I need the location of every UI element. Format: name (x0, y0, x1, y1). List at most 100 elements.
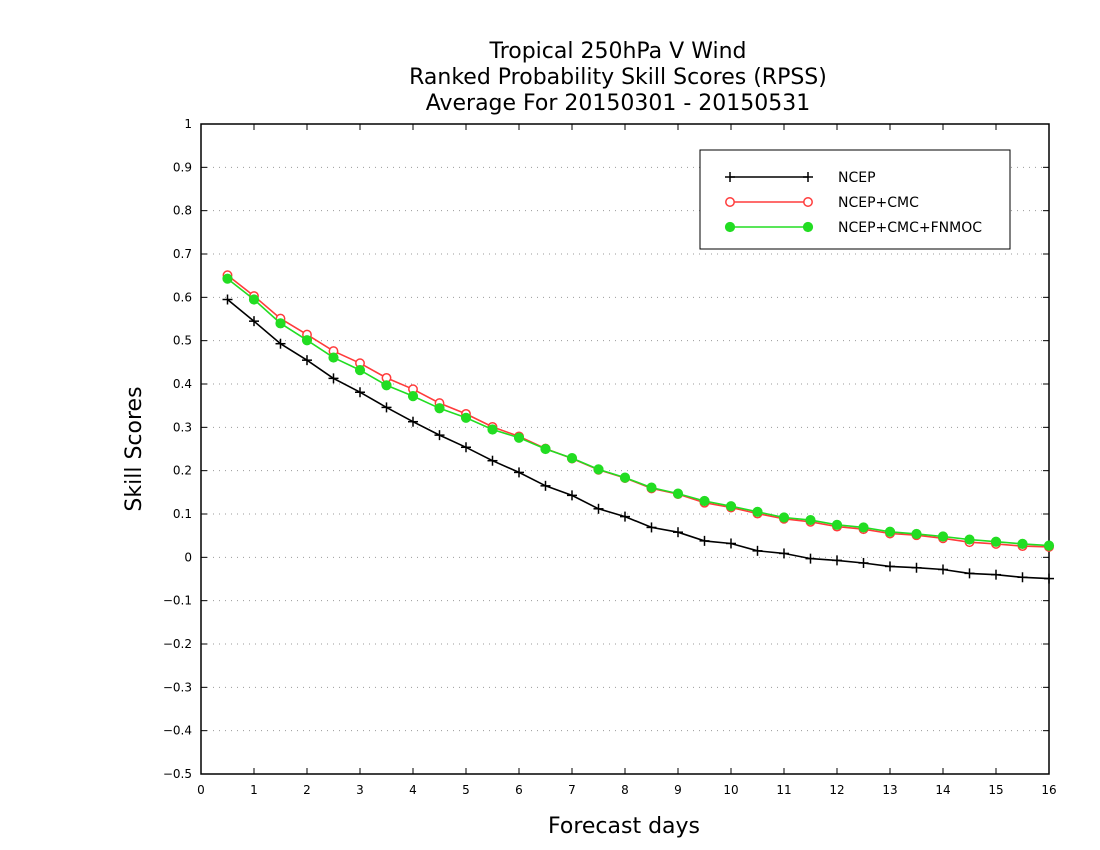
y-tick-label: 0.2 (173, 464, 192, 478)
data-point-ncep (461, 442, 471, 453)
series-layer (222, 270, 1055, 584)
legend-marker (803, 172, 813, 182)
legend-marker (724, 221, 736, 233)
x-tick-label: 3 (356, 783, 364, 797)
x-tick-label: 5 (462, 783, 470, 797)
data-point-ncep (673, 527, 683, 538)
data-point-ncep-cmc-fnmoc (805, 514, 816, 526)
series-line-ncep-cmc-fnmoc (227, 278, 1050, 547)
data-point-ncep-cmc-fnmoc (275, 318, 286, 329)
data-point-ncep-cmc-fnmoc (911, 528, 922, 540)
data-point-ncep (222, 294, 233, 305)
x-tick-label: 13 (882, 783, 897, 797)
x-tick-label: 8 (621, 783, 629, 797)
legend-label: NCEP+CMC (838, 195, 919, 211)
x-axis-ticks: 0 1 2 3 4 5 6 7 8 9 10 11 12 13 14 15 16 (197, 124, 1057, 797)
data-point-ncep-cmc-fnmoc (990, 536, 1002, 547)
data-point-ncep (328, 373, 339, 384)
data-point-ncep (514, 467, 524, 478)
legend-marker (725, 172, 735, 182)
y-tick-label: −0.4 (163, 724, 192, 738)
data-point-ncep-cmc-fnmoc (328, 352, 339, 363)
data-point-ncep (832, 555, 842, 566)
legend-marker (802, 221, 814, 233)
x-tick-label: 12 (829, 783, 844, 797)
x-tick-label: 2 (303, 783, 311, 797)
data-point-ncep-cmc-fnmoc (407, 391, 419, 402)
data-point-ncep (434, 430, 445, 441)
y-tick-label: 1 (184, 117, 192, 131)
data-point-ncep (646, 522, 657, 533)
data-point-ncep (355, 387, 365, 398)
data-point-ncep (726, 538, 736, 549)
x-tick-label: 16 (1041, 783, 1056, 797)
data-point-ncep (302, 355, 312, 366)
data-point-ncep-cmc-fnmoc (699, 495, 710, 507)
x-tick-label: 4 (409, 783, 417, 797)
y-axis-title: Skill Scores (122, 386, 147, 511)
data-point-ncep-cmc-fnmoc (434, 403, 445, 414)
x-axis-title: Forecast days (548, 814, 700, 839)
y-tick-label: 0.3 (173, 420, 192, 434)
y-tick-label: 0.9 (173, 160, 192, 174)
data-point-ncep (938, 564, 948, 575)
data-point-ncep (1044, 573, 1054, 584)
x-tick-label: 9 (674, 783, 682, 797)
y-tick-label: 0.5 (173, 334, 192, 348)
x-tick-label: 6 (515, 783, 523, 797)
data-point-ncep (487, 455, 498, 466)
series-ncep-cmc (222, 270, 1054, 552)
data-point-ncep-cmc-fnmoc (381, 380, 392, 391)
series-ncep-cmc-fnmoc (222, 273, 1055, 551)
data-point-ncep-cmc-fnmoc (858, 522, 869, 533)
data-point-ncep-cmc-fnmoc (937, 531, 949, 542)
data-point-ncep-cmc-fnmoc (354, 365, 366, 376)
legend-label: NCEP+CMC+FNMOC (838, 220, 982, 236)
data-point-ncep (858, 557, 869, 568)
data-point-ncep-cmc-fnmoc (222, 273, 233, 284)
data-point-ncep (275, 338, 286, 349)
y-tick-label: 0.7 (173, 247, 192, 261)
data-point-ncep (699, 535, 710, 546)
data-point-ncep (540, 480, 551, 491)
data-point-ncep (593, 503, 604, 514)
data-point-ncep (991, 569, 1001, 580)
data-point-ncep (408, 416, 418, 427)
data-point-ncep (752, 545, 763, 556)
data-point-ncep-cmc-fnmoc (646, 482, 657, 493)
data-point-ncep (885, 561, 895, 572)
y-tick-label: −0.5 (163, 767, 192, 781)
data-point-ncep-cmc-fnmoc (778, 512, 790, 523)
data-point-ncep-cmc-fnmoc (566, 453, 578, 464)
data-point-ncep-cmc-fnmoc (460, 412, 472, 423)
legend-item-ncep-cmc: NCEP+CMC (725, 195, 919, 211)
data-point-ncep-cmc-fnmoc (487, 424, 498, 435)
data-point-ncep-cmc-fnmoc (831, 519, 843, 530)
chart-title-line-2: Ranked Probability Skill Scores (RPSS) (409, 65, 827, 90)
data-point-ncep (779, 548, 789, 559)
y-tick-label: −0.3 (163, 680, 192, 694)
data-point-ncep-cmc-fnmoc (752, 506, 763, 517)
data-point-ncep (1017, 572, 1028, 583)
x-tick-label: 11 (776, 783, 791, 797)
y-tick-label: 0 (184, 550, 192, 564)
data-point-ncep-cmc-fnmoc (540, 443, 551, 455)
chart-title-line-3: Average For 20150301 - 20150531 (426, 91, 811, 116)
x-tick-label: 0 (197, 783, 205, 797)
y-tick-label: 0.4 (173, 377, 192, 391)
y-tick-label: −0.2 (163, 637, 192, 651)
data-point-ncep (567, 490, 577, 501)
data-point-ncep-cmc-fnmoc (1043, 540, 1055, 551)
series-ncep (222, 294, 1054, 584)
data-point-ncep-cmc-fnmoc (513, 432, 525, 443)
legend-item-ncep: NCEP (725, 170, 876, 186)
data-point-ncep (381, 402, 392, 413)
data-point-ncep-cmc-fnmoc (619, 472, 631, 483)
y-tick-label: 0.6 (173, 290, 192, 304)
chart-title-line-1: Tropical 250hPa V Wind (488, 39, 746, 64)
legend-label: NCEP (838, 170, 876, 186)
legend-marker (803, 197, 813, 207)
y-tick-label: −0.1 (163, 594, 192, 608)
data-point-ncep-cmc-fnmoc (1017, 538, 1028, 550)
